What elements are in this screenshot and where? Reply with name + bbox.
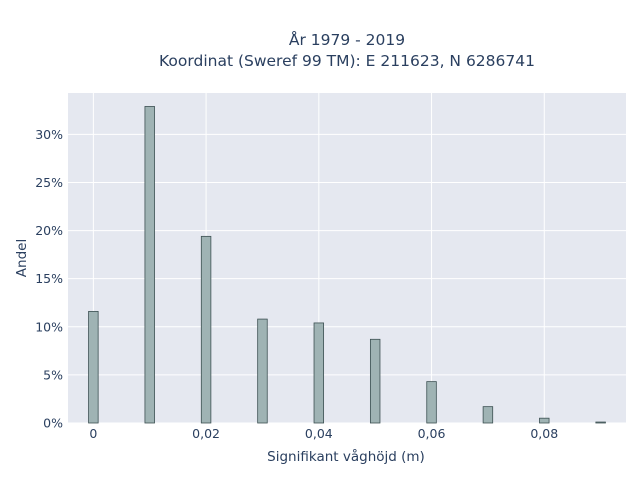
x-tick-label: 0: [89, 426, 97, 441]
histogram-bar: [313, 322, 325, 424]
x-tick-label: 0,06: [418, 426, 446, 441]
x-tick-label: 0,08: [530, 426, 558, 441]
histogram-bar: [539, 417, 550, 424]
chart-title-line-1: År 1979 - 2019: [289, 30, 405, 49]
y-tick-label: 30%: [35, 127, 63, 142]
histogram-bar: [200, 235, 212, 424]
x-tick-label: 0,02: [192, 426, 220, 441]
histogram-bar: [595, 421, 606, 424]
histogram-bar: [144, 106, 155, 424]
y-tick-label: 25%: [35, 175, 63, 190]
y-tick-label: 5%: [43, 367, 63, 382]
histogram-bar: [257, 318, 268, 424]
y-tick-label: 15%: [35, 271, 63, 286]
x-axis-title: Signifikant våghöjd (m): [267, 448, 425, 465]
plot-area: [68, 93, 626, 423]
histogram-bar: [369, 338, 381, 424]
histogram-bar: [426, 381, 437, 424]
chart-title-line-2: Koordinat (Sweref 99 TM): E 211623, N 62…: [159, 52, 535, 70]
histogram-bar: [482, 406, 494, 424]
y-axis-title: Andel: [14, 239, 30, 277]
y-tick-label: 20%: [35, 223, 63, 238]
x-tick-label: 0,04: [305, 426, 333, 441]
y-tick-label: 10%: [35, 319, 63, 334]
y-tick-label: 0%: [43, 416, 63, 431]
histogram-bar: [88, 310, 99, 424]
